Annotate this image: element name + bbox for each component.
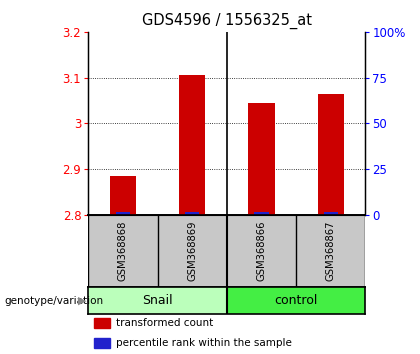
Text: percentile rank within the sample: percentile rank within the sample [116, 338, 292, 348]
Bar [185, 212, 200, 215]
Text: genotype/variation: genotype/variation [4, 296, 103, 306]
Bar [94, 318, 110, 328]
Text: transformed count: transformed count [116, 318, 213, 328]
Bar [110, 176, 136, 215]
Text: GSM368868: GSM368868 [118, 221, 128, 281]
Bar [94, 337, 110, 348]
Text: Snail: Snail [142, 294, 173, 307]
Bar [248, 103, 275, 215]
Bar [116, 212, 130, 215]
Text: control: control [274, 294, 318, 307]
Title: GDS4596 / 1556325_at: GDS4596 / 1556325_at [142, 13, 312, 29]
Text: GSM368866: GSM368866 [257, 221, 266, 281]
Bar [227, 287, 365, 314]
Bar [318, 94, 344, 215]
Text: ▶: ▶ [78, 296, 86, 306]
Bar [179, 75, 205, 215]
Bar [88, 287, 227, 314]
Text: GSM368869: GSM368869 [187, 221, 197, 281]
Text: GSM368867: GSM368867 [326, 221, 336, 281]
Bar [254, 212, 269, 215]
Bar [323, 212, 338, 215]
